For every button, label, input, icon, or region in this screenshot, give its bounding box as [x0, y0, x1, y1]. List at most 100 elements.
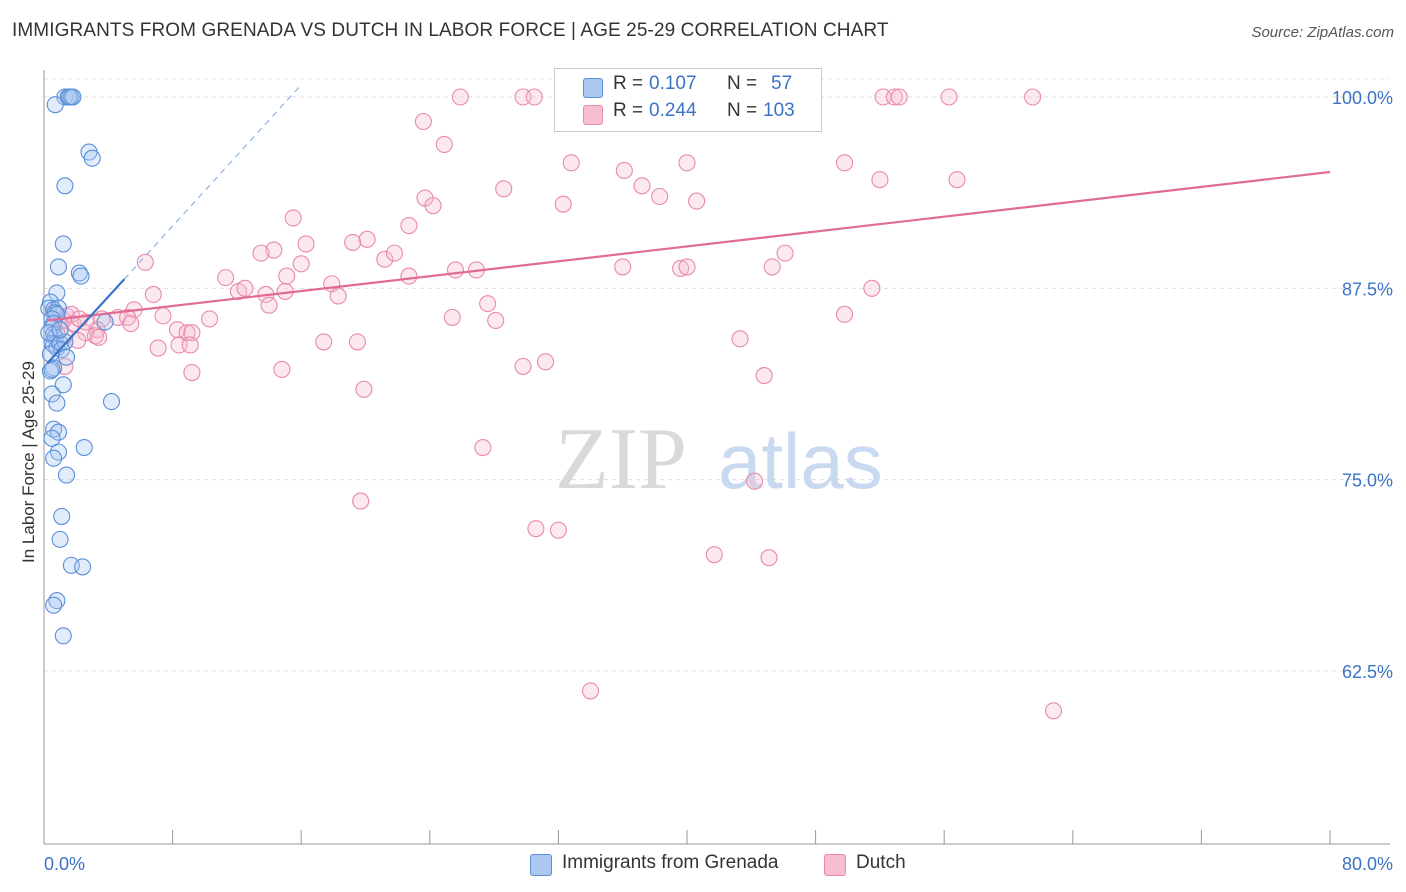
dutch-point-92 [183, 363, 201, 382]
dutch-point-14 [615, 161, 633, 180]
grenada-point-38 [102, 393, 121, 411]
dutch-point-87 [315, 333, 333, 351]
watermark-zip: ZIP [555, 411, 687, 508]
dutch-point-41 [672, 259, 690, 277]
dutch-point-60 [201, 310, 219, 328]
dutch-point-56 [479, 295, 497, 313]
dutch-point-18 [948, 171, 966, 189]
dutch-trend-line [47, 170, 1331, 322]
grenada-point-47 [51, 530, 69, 548]
dutch-point-33 [376, 250, 394, 268]
grenada-trend-line [46, 278, 126, 365]
dutch-point-94 [536, 353, 555, 371]
grenada-point-41 [43, 429, 61, 447]
dutch-point-17 [871, 171, 889, 189]
dutch-point-46 [400, 267, 418, 285]
dutch-point-101 [527, 520, 545, 538]
dutch-point-100 [352, 492, 370, 510]
dutch-point-91 [273, 360, 291, 379]
dutch-point-98 [474, 438, 492, 457]
dutch-point-9 [940, 88, 958, 106]
grenada-point-8 [56, 177, 74, 195]
dutch-point-102 [549, 521, 567, 539]
r-value: 0.107 [649, 73, 697, 94]
dutch-point-2 [525, 88, 543, 106]
dutch-point-59 [260, 296, 278, 314]
dutch-point-30 [344, 233, 362, 251]
dutch-point-68 [183, 324, 201, 342]
grenada-point-45 [57, 466, 76, 484]
dutch-point-37 [292, 255, 310, 273]
y-tick-label-3: 100.0% [1332, 88, 1393, 108]
n-label: N = [727, 100, 758, 121]
dutch-point-26 [284, 209, 302, 227]
dutch-point-93 [514, 357, 532, 375]
dutch-point-35 [776, 244, 794, 262]
grenada-point-32 [57, 348, 76, 366]
dutch-point-106 [1044, 702, 1063, 720]
y-tick-label-0: 62.5% [1342, 662, 1393, 682]
grenada-point-51 [45, 596, 63, 614]
dutch-point-29 [297, 235, 315, 253]
dutch-point-21 [651, 187, 669, 206]
dutch-point-52 [329, 287, 347, 305]
dutch-point-84 [149, 339, 167, 357]
dutch-point-104 [760, 549, 778, 567]
dutch-point-22 [554, 195, 572, 213]
grenada-point-40 [49, 423, 68, 441]
grenada-point-50 [48, 592, 66, 610]
grenada-point-37 [48, 394, 66, 412]
dutch-point-24 [424, 197, 442, 215]
y-axis-label: In Labor Force | Age 25-29 [19, 361, 38, 563]
grenada-point-9 [54, 235, 72, 253]
grenada-swatch [583, 78, 603, 98]
grenada-point-35 [54, 376, 72, 394]
grenada-point-36 [43, 385, 61, 403]
dutch-point-55 [487, 311, 505, 330]
dutch-point-83 [70, 310, 88, 328]
dutch-point-40 [614, 258, 632, 276]
x-tick-label-1: 80.0% [1342, 854, 1393, 874]
dutch-point-15 [678, 154, 696, 172]
legend-swatch-grenada [530, 854, 552, 876]
grenada-point-10 [49, 258, 68, 276]
grenada-point-52 [54, 627, 72, 645]
dutch-point-11 [414, 112, 432, 131]
dutch-point-31 [265, 241, 283, 259]
dutch-point-25 [688, 192, 706, 210]
y-tick-label-2: 87.5% [1342, 279, 1393, 299]
dutch-point-44 [217, 269, 235, 287]
grenada-point-55 [96, 313, 114, 331]
legend-label-grenada: Immigrants from Grenada [562, 852, 779, 873]
grenada-point-11 [70, 264, 88, 282]
n-value: 57 [771, 73, 793, 94]
grenada-point-12 [72, 267, 90, 285]
dutch-point-88 [348, 333, 367, 351]
dutch-point-10 [1024, 88, 1042, 106]
dutch-point-7 [885, 88, 903, 106]
x-tick-label-0: 0.0% [44, 854, 85, 874]
dutch-point-38 [446, 261, 465, 279]
dutch-point-89 [731, 330, 749, 348]
dutch-point-57 [863, 279, 881, 297]
n-value: 103 [763, 100, 795, 121]
dutch-point-97 [355, 380, 373, 398]
grenada-point-49 [74, 558, 92, 576]
dutch-point-86 [181, 336, 199, 354]
grenada-point-46 [53, 507, 71, 525]
grenada-point-42 [75, 438, 93, 457]
r-label: R = [613, 100, 644, 121]
dutch-point-95 [755, 367, 773, 385]
dutch-point-13 [562, 154, 580, 172]
dutch-point-43 [763, 258, 781, 276]
grenada-point-5 [46, 96, 64, 114]
grenada-point-54 [51, 321, 69, 339]
grenada-point-56 [43, 360, 61, 379]
chart-title: IMMIGRANTS FROM GRENADA VS DUTCH IN LABO… [12, 20, 889, 41]
dutch-point-49 [236, 279, 254, 297]
dutch-point-54 [443, 308, 461, 326]
stats-legend: R = 0.107 N = 57 R = 0.244 N = 103 [554, 68, 822, 132]
dutch-point-27 [400, 217, 418, 235]
dutch-point-45 [278, 267, 296, 285]
dutch-point-34 [385, 244, 403, 262]
